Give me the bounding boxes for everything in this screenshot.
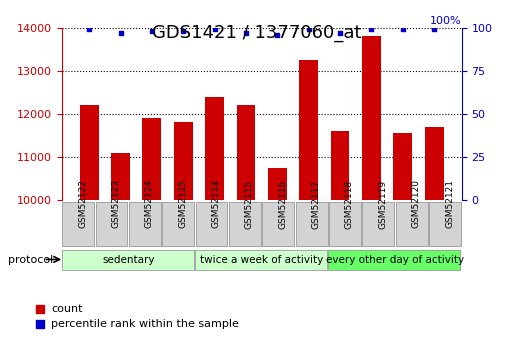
FancyBboxPatch shape bbox=[62, 249, 193, 270]
Text: sedentary: sedentary bbox=[102, 255, 154, 265]
Point bbox=[399, 27, 407, 32]
FancyBboxPatch shape bbox=[263, 201, 294, 246]
Point bbox=[273, 32, 282, 37]
Point bbox=[367, 27, 376, 32]
Point bbox=[179, 28, 187, 34]
FancyBboxPatch shape bbox=[163, 201, 194, 246]
Point bbox=[148, 28, 156, 34]
Bar bbox=[80, 105, 98, 345]
Text: GSM52122: GSM52122 bbox=[78, 179, 87, 228]
Point bbox=[378, 248, 386, 254]
Text: protocol: protocol bbox=[8, 255, 53, 265]
FancyBboxPatch shape bbox=[129, 201, 161, 246]
Text: GSM52119: GSM52119 bbox=[378, 179, 387, 228]
FancyBboxPatch shape bbox=[63, 201, 94, 246]
Point bbox=[336, 30, 344, 36]
Bar bbox=[205, 97, 224, 345]
FancyBboxPatch shape bbox=[96, 201, 127, 246]
Bar bbox=[362, 36, 381, 345]
Text: GSM52116: GSM52116 bbox=[278, 179, 287, 228]
Text: GSM52125: GSM52125 bbox=[179, 179, 187, 228]
Point bbox=[242, 30, 250, 36]
Text: GSM52120: GSM52120 bbox=[411, 179, 421, 228]
Text: GSM52114: GSM52114 bbox=[211, 179, 221, 228]
FancyBboxPatch shape bbox=[229, 201, 261, 246]
Point bbox=[378, 107, 386, 113]
Bar bbox=[111, 152, 130, 345]
Text: GDS1421 / 1377060_at: GDS1421 / 1377060_at bbox=[152, 24, 361, 42]
Text: GSM52124: GSM52124 bbox=[145, 179, 154, 228]
Text: GSM52117: GSM52117 bbox=[311, 179, 321, 228]
Bar bbox=[299, 60, 318, 345]
Text: percentile rank within the sample: percentile rank within the sample bbox=[51, 319, 239, 329]
Text: twice a week of activity: twice a week of activity bbox=[200, 255, 323, 265]
FancyBboxPatch shape bbox=[396, 201, 427, 246]
Point bbox=[116, 30, 125, 36]
FancyBboxPatch shape bbox=[363, 201, 394, 246]
Text: count: count bbox=[51, 304, 83, 314]
Point bbox=[85, 27, 93, 32]
Point bbox=[430, 27, 438, 32]
Bar bbox=[330, 131, 349, 345]
Point bbox=[210, 27, 219, 32]
Bar bbox=[143, 118, 161, 345]
Text: GSM52123: GSM52123 bbox=[111, 179, 121, 228]
Text: every other day of activity: every other day of activity bbox=[326, 255, 464, 265]
Text: GSM52118: GSM52118 bbox=[345, 179, 354, 228]
Text: GSM52115: GSM52115 bbox=[245, 179, 254, 228]
FancyBboxPatch shape bbox=[429, 201, 461, 246]
FancyBboxPatch shape bbox=[328, 249, 460, 270]
Bar bbox=[393, 133, 412, 345]
Bar bbox=[268, 168, 287, 345]
FancyBboxPatch shape bbox=[196, 201, 227, 246]
Text: GSM52121: GSM52121 bbox=[445, 179, 454, 228]
FancyBboxPatch shape bbox=[296, 201, 327, 246]
Bar bbox=[236, 105, 255, 345]
FancyBboxPatch shape bbox=[329, 201, 361, 246]
Bar bbox=[425, 127, 444, 345]
Bar bbox=[174, 122, 193, 345]
FancyBboxPatch shape bbox=[195, 249, 327, 270]
Point bbox=[305, 27, 313, 32]
Text: 100%: 100% bbox=[430, 16, 462, 26]
